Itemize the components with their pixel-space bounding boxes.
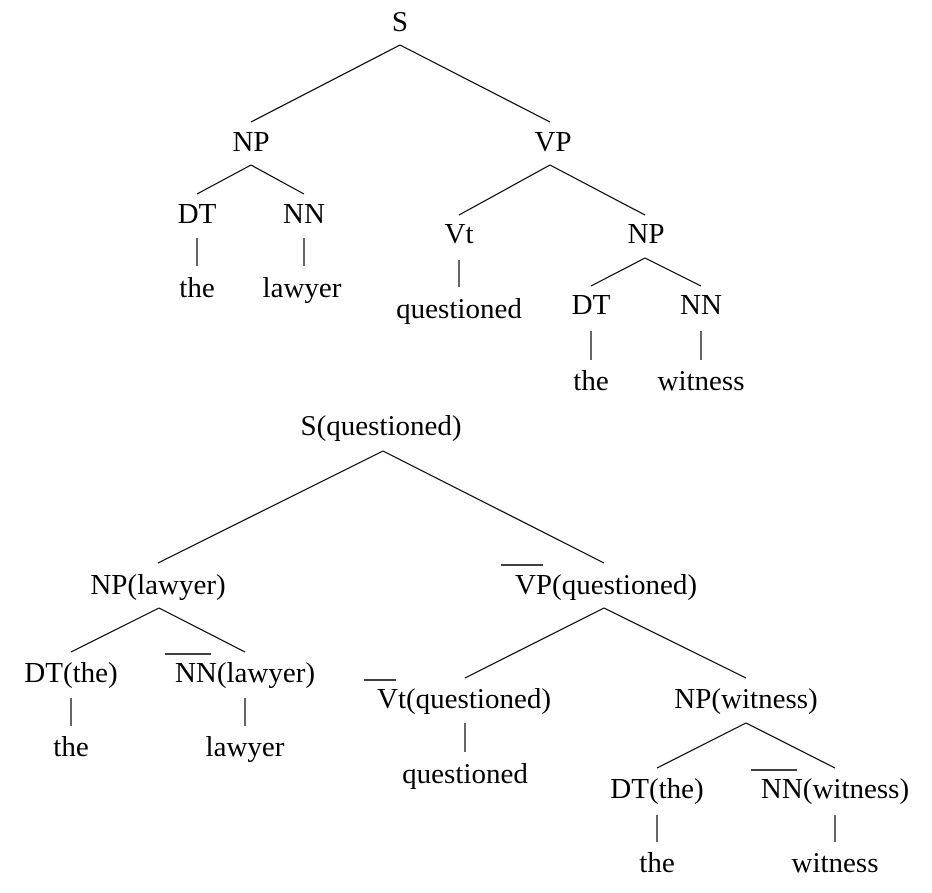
plain-parse-tree: S NP DT NN the lawyer VP Vt questioned N… xyxy=(178,6,745,397)
edge-np-nn xyxy=(250,164,305,195)
node-obj-dt: DT xyxy=(572,289,611,321)
edge2-np-nn xyxy=(158,607,246,653)
obj-nn-head-label: (witness) xyxy=(803,773,909,805)
node-vp: VP xyxy=(534,126,571,158)
vp-bar-label: VP xyxy=(515,569,552,601)
node2-nn: NN(lawyer) xyxy=(175,657,315,689)
node-vt: Vt xyxy=(445,218,474,250)
edge-np-dt xyxy=(196,164,252,195)
nn-bar-label: NN xyxy=(175,657,217,689)
vt-bar-label: Vt xyxy=(377,683,406,715)
edge2-np-dt2 xyxy=(656,722,747,769)
node2-vt: Vt(questioned) xyxy=(377,683,551,715)
vt-head-label: (questioned) xyxy=(406,683,551,715)
lexicalized-parse-tree: S(questioned) NP(lawyer) VP(questioned) … xyxy=(24,410,909,879)
node2-dt: DT(the) xyxy=(24,657,117,689)
edge-vp-vt xyxy=(458,164,551,216)
node2-s: S(questioned) xyxy=(300,410,461,442)
edge2-np-nn2 xyxy=(745,722,836,769)
vp-head-label: (questioned) xyxy=(552,569,697,601)
node-obj-nn: NN xyxy=(680,289,722,321)
node2-np: NP(lawyer) xyxy=(90,569,225,601)
node-s: S xyxy=(392,6,408,38)
node-nn: NN xyxy=(283,198,325,230)
word2-lawyer: lawyer xyxy=(206,731,285,763)
obj-nn-bar-label: NN xyxy=(761,773,803,805)
edge2-np-dt xyxy=(70,607,160,653)
edge2-vp-np xyxy=(603,607,747,679)
edge-np-dt2 xyxy=(590,257,646,287)
word-lawyer: lawyer xyxy=(263,272,342,304)
word2-the-2: the xyxy=(639,847,674,879)
node2-obj-np: NP(witness) xyxy=(674,683,817,715)
node-np: NP xyxy=(232,126,269,158)
edge2-s-np xyxy=(157,450,384,564)
node2-obj-dt: DT(the) xyxy=(610,773,703,805)
word-witness: witness xyxy=(658,365,745,397)
edge-np-nn2 xyxy=(644,257,702,287)
node2-vp: VP(questioned) xyxy=(515,569,697,601)
word2-questioned: questioned xyxy=(402,758,528,790)
edge-vp-np xyxy=(549,164,646,216)
word-the: the xyxy=(179,272,214,304)
edge2-s-vp xyxy=(382,450,605,564)
word-the-2: the xyxy=(573,365,608,397)
word-questioned: questioned xyxy=(396,293,522,325)
nn-head-label: (lawyer) xyxy=(217,657,315,689)
edge-s-vp xyxy=(399,44,551,123)
word2-witness: witness xyxy=(792,847,879,879)
edge2-vp-vt xyxy=(464,607,605,679)
node-dt: DT xyxy=(178,198,217,230)
edge-s-np xyxy=(250,44,401,123)
node2-obj-nn: NN(witness) xyxy=(761,773,909,805)
word2-the: the xyxy=(53,731,88,763)
node-obj-np: NP xyxy=(627,218,664,250)
